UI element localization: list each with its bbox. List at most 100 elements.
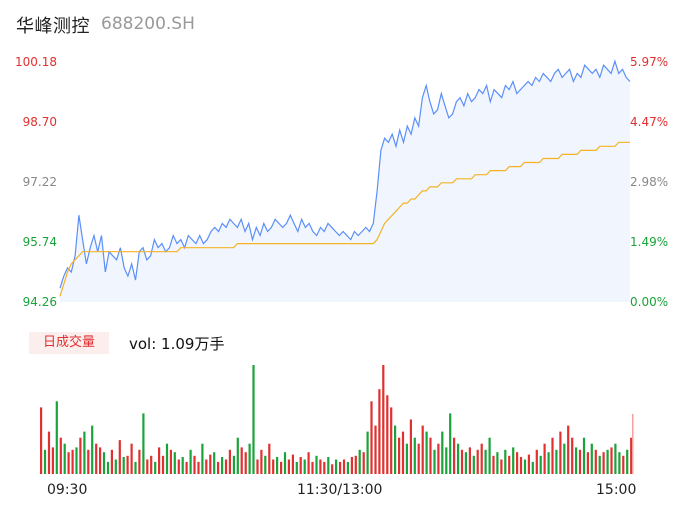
volume-bar bbox=[492, 455, 495, 474]
volume-bar bbox=[323, 461, 326, 474]
volume-bar bbox=[366, 431, 369, 474]
volume-bar bbox=[342, 459, 346, 474]
volume-bar bbox=[496, 452, 499, 474]
volume-bar bbox=[283, 452, 287, 474]
volume-bar bbox=[523, 459, 527, 474]
y-right-tick-label: 0.00% bbox=[630, 295, 669, 309]
volume-bar bbox=[551, 437, 554, 474]
volume-bar bbox=[512, 447, 515, 474]
volume-bar bbox=[169, 449, 172, 474]
volume-bar-current bbox=[632, 414, 634, 474]
volume-bar bbox=[291, 454, 294, 474]
volume-bar bbox=[280, 461, 283, 474]
x-tick-label: 09:30 bbox=[47, 482, 88, 498]
y-left-tick-label: 97.22 bbox=[22, 175, 57, 189]
volume-bar bbox=[252, 365, 255, 474]
price-area-fill bbox=[60, 61, 630, 303]
volume-bar bbox=[405, 443, 408, 474]
volume-bar bbox=[201, 443, 204, 474]
volume-bar bbox=[118, 440, 121, 474]
volume-bar bbox=[307, 452, 310, 474]
volume-bar bbox=[460, 449, 464, 474]
volume-bar bbox=[95, 443, 98, 474]
volume-bar bbox=[457, 443, 460, 474]
volume-bar bbox=[437, 443, 440, 474]
stock-code: 688200.SH bbox=[101, 14, 195, 34]
x-tick-label: 15:00 bbox=[596, 482, 637, 498]
volume-bar bbox=[236, 437, 239, 474]
volume-bar bbox=[311, 461, 314, 474]
volume-bar bbox=[586, 452, 589, 474]
y-left-tick-label: 98.70 bbox=[22, 115, 57, 129]
volume-bar bbox=[590, 443, 593, 474]
y-left-tick-label: 100.18 bbox=[15, 55, 57, 69]
volume-bar bbox=[539, 455, 542, 474]
volume-bar bbox=[401, 431, 405, 474]
volume-bar bbox=[602, 452, 605, 474]
volume-bar bbox=[102, 452, 106, 474]
volume-bar bbox=[346, 461, 349, 474]
volume-bar bbox=[79, 437, 82, 474]
volume-bar bbox=[390, 407, 393, 474]
volume-bar bbox=[598, 455, 601, 474]
y-right-tick-label: 4.47% bbox=[630, 115, 669, 129]
volume-bar bbox=[189, 449, 192, 474]
volume-bar bbox=[232, 455, 235, 474]
volume-bar bbox=[527, 454, 530, 474]
volume-bar bbox=[40, 407, 43, 474]
volume-bar bbox=[571, 437, 574, 474]
volume-bar bbox=[158, 447, 161, 474]
volume-bar bbox=[339, 461, 342, 474]
y-right-tick-label: 5.97% bbox=[630, 55, 669, 69]
average-price-line bbox=[59, 141, 630, 297]
volume-bar bbox=[217, 461, 220, 474]
volume-bar bbox=[476, 449, 479, 474]
volume-bar bbox=[370, 401, 373, 474]
volume-bar bbox=[177, 459, 180, 474]
volume-bar bbox=[248, 443, 251, 474]
volume-bar bbox=[75, 447, 78, 474]
x-tick-label: 11:30/13:00 bbox=[297, 482, 383, 498]
volume-bar bbox=[154, 461, 157, 474]
volume-bar bbox=[295, 461, 298, 474]
volume-bar bbox=[409, 419, 412, 474]
volume-bar bbox=[165, 443, 169, 474]
volume-bar bbox=[441, 431, 444, 474]
volume-bar bbox=[504, 449, 507, 474]
volume-bar bbox=[425, 431, 428, 474]
y-left-tick-label: 94.26 bbox=[22, 295, 57, 309]
volume-bar bbox=[209, 454, 212, 474]
volume-bar bbox=[449, 413, 452, 474]
volume-bar bbox=[47, 431, 51, 474]
volume-bar bbox=[150, 455, 153, 474]
volume-badge[interactable]: 日成交量 bbox=[29, 332, 109, 354]
volume-bar bbox=[559, 431, 562, 474]
volume-bar bbox=[260, 449, 263, 474]
volume-bar bbox=[378, 389, 381, 474]
volume-bar bbox=[67, 452, 70, 474]
volume-bar bbox=[99, 447, 102, 474]
volume-bar bbox=[464, 452, 467, 474]
volume-bar bbox=[244, 452, 247, 474]
volume-bar bbox=[240, 447, 243, 474]
volume-bar bbox=[110, 449, 113, 474]
volume-bar bbox=[500, 459, 503, 474]
volume-bar bbox=[256, 459, 259, 474]
volume-bar bbox=[142, 413, 145, 474]
volume-bar bbox=[386, 395, 389, 474]
volume-bar bbox=[205, 459, 208, 474]
volume-bar bbox=[374, 425, 377, 474]
volume-bar bbox=[413, 437, 416, 474]
stock-name: 华峰测控 bbox=[16, 16, 90, 37]
price-line bbox=[59, 59, 631, 289]
volume-bar bbox=[618, 452, 621, 474]
volume-bar bbox=[146, 459, 149, 474]
volume-bar bbox=[563, 443, 566, 474]
volume-bar bbox=[358, 449, 361, 474]
volume-bar bbox=[134, 461, 137, 474]
volume-bar bbox=[122, 457, 125, 474]
volume-bar bbox=[327, 457, 330, 474]
volume-bar bbox=[55, 401, 58, 474]
volume-bar bbox=[331, 464, 334, 474]
volume-bar bbox=[594, 449, 597, 474]
